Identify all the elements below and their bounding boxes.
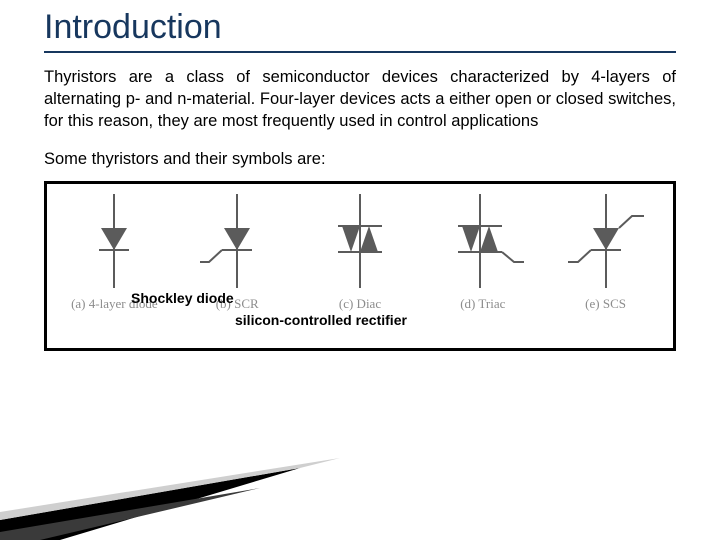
body-paragraph: Thyristors are a class of semiconductor … bbox=[0, 67, 720, 132]
scs-icon bbox=[558, 192, 654, 290]
symbol-triac bbox=[421, 192, 544, 290]
triac-icon bbox=[438, 192, 528, 290]
symbols-row bbox=[47, 184, 673, 296]
symbol-four-layer-diode bbox=[53, 192, 176, 290]
symbol-scs bbox=[544, 192, 667, 290]
overlay-scr-label: silicon-controlled rectifier bbox=[235, 312, 407, 328]
overlay-shockley-label: Shockley diode bbox=[131, 290, 234, 306]
four-layer-diode-icon bbox=[79, 192, 149, 290]
caption-e: (e) SCS bbox=[544, 296, 667, 312]
scr-icon bbox=[197, 192, 277, 290]
symbols-figure: Shockley diode silicon-controlled rectif… bbox=[44, 181, 676, 351]
title-underline bbox=[44, 51, 676, 53]
diac-icon bbox=[320, 192, 400, 290]
caption-d: (d) Triac bbox=[421, 296, 544, 312]
symbol-diac bbox=[299, 192, 422, 290]
symbol-scr bbox=[176, 192, 299, 290]
caption-c: (c) Diac bbox=[299, 296, 422, 312]
page-title: Introduction bbox=[0, 0, 720, 51]
slide-corner-decoration-icon bbox=[0, 450, 380, 540]
subheading: Some thyristors and their symbols are: bbox=[0, 132, 720, 177]
